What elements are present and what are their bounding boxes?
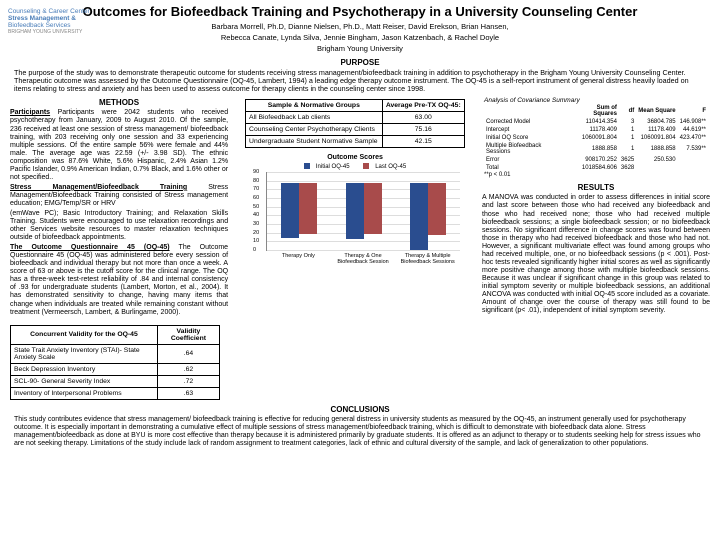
center-column: Sample & Normative GroupsAverage Pre-TX … xyxy=(236,95,474,399)
section-heading: PURPOSE xyxy=(0,58,720,67)
methods-column: METHODS Participants Participants were 2… xyxy=(10,95,228,399)
anova-table: Analysis of Covariance Summary Sum of Sq… xyxy=(482,95,710,180)
validity-table: Concurrent Validity for the OQ-45Validit… xyxy=(10,325,220,400)
logo-line: BRIGHAM YOUNG UNIVERSITY xyxy=(8,30,148,36)
logo-block: Counseling & Career Center Stress Manage… xyxy=(8,8,148,36)
purpose-text: The purpose of the study was to demonstr… xyxy=(0,69,720,94)
sample-table: Sample & Normative GroupsAverage Pre-TX … xyxy=(245,99,465,148)
results-text: A MANOVA was conducted in order to asses… xyxy=(482,194,710,315)
authors: Barbara Morrell, Ph.D, Dianne Nielsen, P… xyxy=(60,22,660,31)
institution: Brigham Young University xyxy=(60,44,660,53)
methods-para: (emWave PC); Basic Introductory Training… xyxy=(10,210,228,242)
authors: Rebecca Canate, Lynda Silva, Jennie Bing… xyxy=(60,33,660,42)
poster-title: Outcomes for Biofeedback Training and Ps… xyxy=(60,4,660,20)
chart-legend: Initial OQ-45 Last OQ-45 xyxy=(250,163,460,170)
methods-para: Stress Management/Biofeedback Training S… xyxy=(10,184,228,208)
logo-line: Stress Management & xyxy=(8,15,148,22)
section-heading: METHODS xyxy=(10,98,228,107)
section-heading: RESULTS xyxy=(482,183,710,192)
methods-para: Participants Participants were 2042 stud… xyxy=(10,109,228,181)
logo-line: Counseling & Career Center xyxy=(8,8,148,15)
logo-line: Biofeedback Services xyxy=(8,22,148,29)
section-heading: CONCLUSIONS xyxy=(0,405,720,414)
results-column: Analysis of Covariance Summary Sum of Sq… xyxy=(482,95,710,399)
conclusion-text: This study contributes evidence that str… xyxy=(0,416,720,448)
bar-chart: Outcome Scores Initial OQ-45 Last OQ-45 … xyxy=(250,154,460,259)
methods-para: The Outcome Questionnaire 45 (OQ-45) The… xyxy=(10,244,228,316)
